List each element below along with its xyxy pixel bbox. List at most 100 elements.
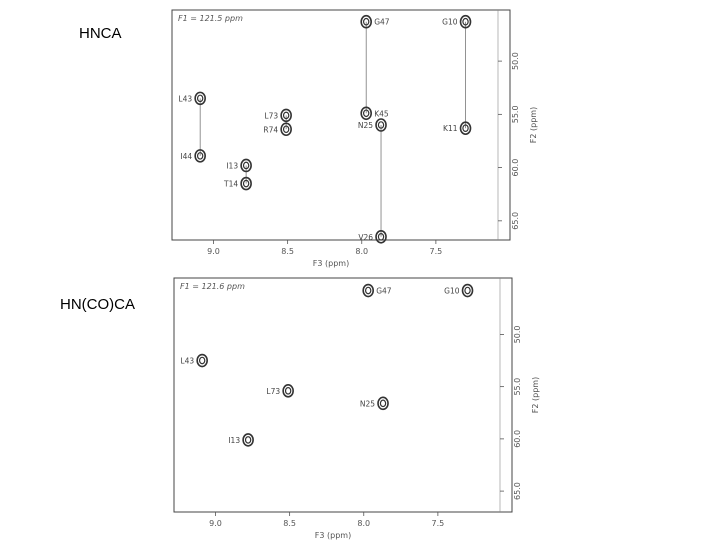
peak-contour-outer (280, 122, 292, 137)
peak-label: G47 (376, 287, 392, 296)
x-tick-label: 8.5 (281, 247, 294, 256)
y-tick-label: 60.0 (513, 430, 522, 448)
peak-contour-outer (362, 283, 375, 298)
y-tick-label: 65.0 (513, 482, 522, 500)
peak-n25: N25 (358, 118, 387, 132)
peak-label: V26 (358, 233, 373, 242)
peak-contour-outer (375, 230, 387, 244)
peak-contour-inner (379, 399, 387, 408)
peak-g10: G10 (442, 14, 472, 29)
peak-v26: V26 (358, 230, 387, 244)
peak-contour-outer (360, 14, 373, 29)
peak-g47: G47 (360, 14, 390, 29)
peak-contour-inner (282, 125, 290, 134)
plot-frame (173, 277, 513, 513)
peak-contour-inner (244, 436, 252, 444)
peak-r74: R74 (263, 122, 292, 137)
peak-label: R74 (263, 125, 278, 134)
peak-label: T14 (223, 180, 238, 189)
peak-contour-outer (459, 14, 472, 29)
peak-label: K11 (443, 124, 458, 133)
peak-contour-inner (196, 152, 204, 160)
peak-t14: T14 (223, 176, 252, 191)
peak-contour-inner (365, 286, 372, 295)
peak-g10: G10 (444, 283, 474, 298)
peak-contour-outer (240, 158, 252, 173)
peak-label: G10 (442, 18, 458, 27)
y-tick-label: 55.0 (513, 378, 522, 396)
peak-contour-outer (375, 118, 387, 132)
peak-contour-outer (461, 283, 474, 298)
y-tick-label: 55.0 (511, 105, 520, 123)
peak-contour-outer (240, 176, 252, 191)
x-tick-label: 8.5 (283, 519, 296, 528)
peak-label: N25 (360, 399, 375, 408)
x-axis-title: F3 (ppm) (313, 259, 349, 268)
spectrum-panel-hnca: F1 = 121.5 ppm 9.0 8.5 8.0 7.5 F3 (ppm) 50.0 55… (171, 9, 538, 268)
peak-contour-inner (282, 111, 290, 120)
x-tick-label: 8.0 (357, 519, 370, 528)
peak-contour-inner (284, 387, 292, 395)
peak-l43: L43 (178, 91, 206, 106)
peak-contour-inner (464, 286, 471, 295)
peak-contour-inner (242, 179, 250, 188)
x-tick-label: 7.5 (432, 519, 445, 528)
peak-i13: I13 (226, 158, 252, 173)
peak-contour-inner (377, 233, 385, 241)
experiment-label-hnca: HNCA (79, 25, 122, 42)
y-axis-title: F2 (ppm) (531, 377, 540, 413)
peak-contour-inner (363, 109, 370, 118)
peak-label: I13 (228, 436, 240, 445)
peak-l43: L43 (180, 353, 208, 368)
x-tick-label: 8.0 (355, 247, 368, 256)
peak-contour-inner (196, 94, 204, 103)
peak-label: L43 (178, 94, 192, 103)
spectrum-header: F1 = 121.5 ppm (178, 14, 243, 23)
peak-label: L73 (264, 111, 278, 120)
x-tick-label: 9.0 (207, 247, 220, 256)
peak-contour-inner (462, 124, 469, 132)
peak-label: I44 (180, 152, 192, 161)
peak-contour-outer (196, 353, 208, 368)
peak-l73: L73 (266, 384, 294, 398)
y-tick-label: 50.0 (511, 52, 520, 70)
y-axis-title: F2 (ppm) (529, 107, 538, 143)
peak-contour-outer (242, 433, 254, 447)
peak-k45: K45 (360, 106, 389, 121)
peak-contour-outer (194, 91, 206, 106)
peak-contour-outer (280, 108, 292, 123)
peak-contour-outer (377, 396, 389, 411)
peak-contour-outer (360, 106, 373, 121)
x-axis-title: F3 (ppm) (315, 531, 351, 540)
peak-k11: K11 (443, 121, 472, 135)
peak-contour-inner (198, 356, 206, 365)
spectrum-header: F1 = 121.6 ppm (180, 282, 245, 291)
peak-n25: N25 (360, 396, 389, 411)
peak-l73: L73 (264, 108, 292, 123)
peak-label: G47 (374, 18, 390, 27)
peak-label: L43 (180, 357, 194, 366)
peak-label: L73 (266, 387, 280, 396)
x-tick-label: 7.5 (430, 247, 443, 256)
peak-g47: G47 (362, 283, 392, 298)
peak-label: K45 (374, 109, 389, 118)
spectrum-panel-hncoca: F1 = 121.6 ppm 9.0 8.5 8.0 7.5 F3 (ppm) 50.0 55… (173, 277, 540, 540)
peak-i13: I13 (228, 433, 254, 447)
x-tick-label: 9.0 (209, 519, 222, 528)
peak-label: G10 (444, 287, 460, 296)
peak-contour-inner (462, 17, 469, 26)
y-tick-label: 50.0 (513, 326, 522, 344)
peak-label: I13 (226, 161, 238, 170)
experiment-label-hncoca: HN(CO)CA (60, 296, 135, 313)
peak-i44: I44 (180, 149, 206, 163)
y-tick-label: 60.0 (511, 159, 520, 177)
peak-contour-inner (363, 17, 370, 26)
peak-label: N25 (358, 121, 373, 130)
y-tick-label: 65.0 (511, 212, 520, 230)
peak-contour-inner (242, 161, 250, 170)
peak-contour-outer (194, 149, 206, 163)
peak-contour-outer (459, 121, 472, 135)
peak-contour-outer (282, 384, 294, 398)
plot-frame (171, 9, 511, 241)
